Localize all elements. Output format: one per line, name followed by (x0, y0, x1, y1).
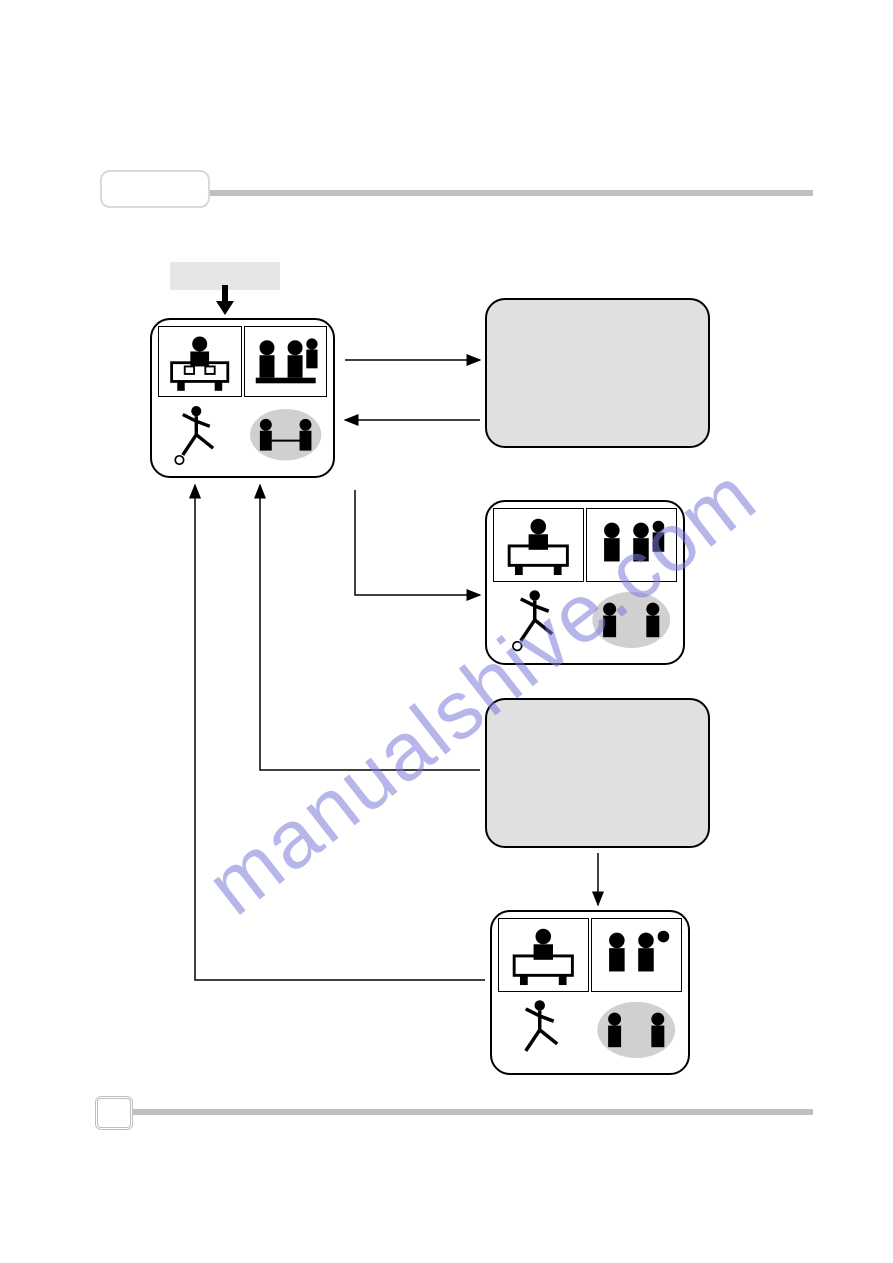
footer-divider (130, 1109, 813, 1115)
page: manualshive.com (0, 0, 893, 1263)
flowchart-arrows (0, 0, 893, 1263)
footer-page-box (95, 1096, 133, 1130)
